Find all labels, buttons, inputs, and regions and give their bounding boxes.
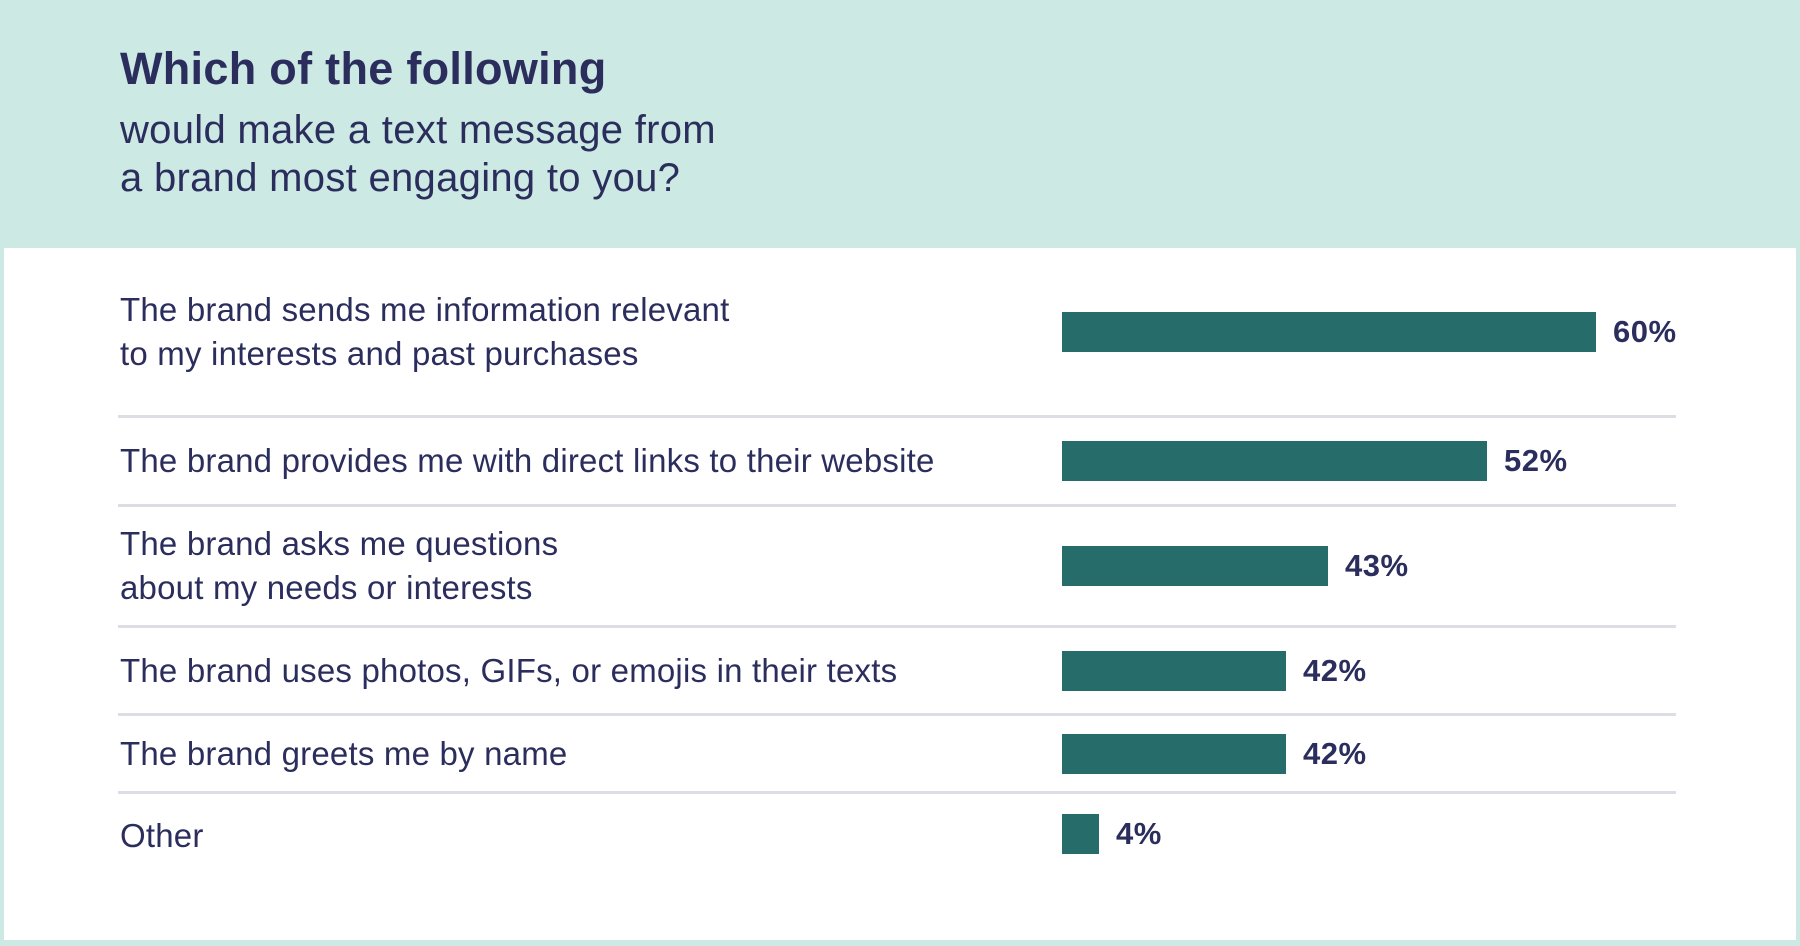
- category-label: The brand provides me with direct links …: [120, 442, 935, 479]
- bar: [1062, 733, 1286, 774]
- row-divider: [118, 415, 1676, 418]
- value-label: 43%: [1345, 548, 1409, 583]
- bar: [1062, 311, 1596, 352]
- row-divider: [118, 713, 1676, 716]
- value-label: 42%: [1303, 652, 1367, 688]
- chart-title: Which of the following: [120, 43, 607, 94]
- bar: [1062, 546, 1328, 586]
- category-label: The brand greets me by name: [120, 734, 568, 772]
- bar: [1062, 650, 1286, 691]
- row-divider: [118, 791, 1676, 794]
- chart-header: Which of the following would make a text…: [0, 0, 1800, 248]
- bar-cell: 43%: [1062, 546, 1676, 586]
- bar-cell: 42%: [1062, 650, 1676, 691]
- chart-row: The brand sends me information relevant …: [4, 248, 1796, 415]
- chart-row: The brand asks me questions about my nee…: [4, 507, 1796, 625]
- row-divider: [118, 504, 1676, 507]
- chart-panel: The brand sends me information relevant …: [4, 248, 1796, 940]
- row-divider: [118, 625, 1676, 628]
- bar-cell: 52%: [1062, 441, 1676, 481]
- chart-row: The brand greets me by name 42%: [4, 716, 1796, 791]
- bar: [1062, 814, 1099, 854]
- category-label: The brand sends me information relevant …: [120, 290, 730, 372]
- value-label: 4%: [1116, 816, 1162, 851]
- bar: [1062, 441, 1487, 481]
- chart-subtitle: would make a text message from a brand m…: [120, 108, 716, 200]
- chart-row: The brand provides me with direct links …: [4, 418, 1796, 504]
- category-label: The brand uses photos, GIFs, or emojis i…: [120, 651, 898, 689]
- chart-row: Other 4%: [4, 794, 1796, 940]
- value-label: 60%: [1613, 313, 1677, 349]
- category-label: Other: [120, 817, 204, 854]
- chart-row: The brand uses photos, GIFs, or emojis i…: [4, 628, 1796, 713]
- bar-cell: 4%: [1062, 814, 1676, 854]
- bar-cell: 42%: [1062, 733, 1676, 774]
- bar-cell: 60%: [1062, 311, 1677, 352]
- category-label: The brand asks me questions about my nee…: [120, 525, 559, 606]
- value-label: 42%: [1303, 735, 1367, 771]
- value-label: 52%: [1504, 443, 1568, 478]
